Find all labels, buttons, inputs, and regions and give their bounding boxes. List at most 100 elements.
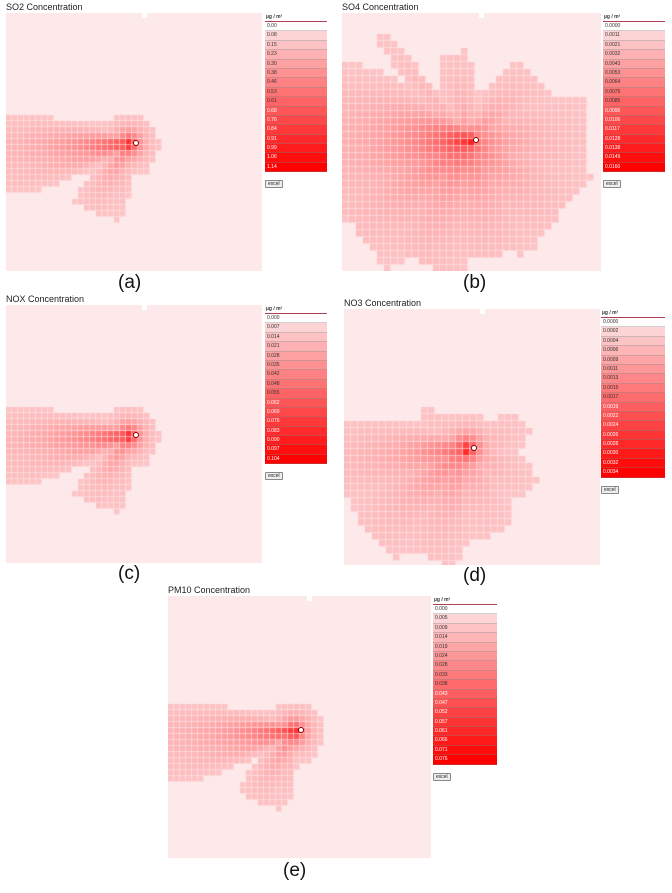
excel-button[interactable]: excel bbox=[603, 180, 621, 189]
legend-entry: 0.0000 bbox=[603, 22, 665, 32]
legend-entry: 0.000 bbox=[433, 605, 497, 615]
legend-entry: 0.055 bbox=[265, 389, 327, 399]
legend-entry: 0.097 bbox=[265, 445, 327, 455]
legend-entry: 0.46 bbox=[265, 78, 327, 88]
panel-b-title: SO4 Concentration bbox=[342, 2, 419, 12]
excel-button[interactable]: excel bbox=[433, 772, 451, 781]
legend-entry: 0.15 bbox=[265, 40, 327, 51]
legend-entry: 0.0117 bbox=[603, 125, 665, 135]
legend-entry: 0.061 bbox=[433, 727, 497, 737]
legend-entry: 0.000 bbox=[265, 314, 327, 324]
legend-entry: 0.104 bbox=[265, 454, 327, 465]
legend-entry: 0.0106 bbox=[603, 115, 665, 126]
top-marker bbox=[141, 13, 147, 18]
legend-entry: 0.066 bbox=[433, 736, 497, 746]
legend-entry: 0.0034 bbox=[601, 468, 665, 478]
concentration-grid bbox=[342, 13, 601, 271]
legend-entry: 0.0015 bbox=[601, 383, 665, 394]
legend-entry: 0.014 bbox=[265, 332, 327, 343]
legend-entry: 0.0043 bbox=[603, 59, 665, 69]
panel-b-map bbox=[342, 13, 601, 271]
legend-unit: µg / m³ bbox=[603, 13, 665, 22]
legend-unit: µg / m³ bbox=[265, 13, 327, 22]
panel-b-legend: µg / m³ 0.0000 0.0011 0.0021 0.0032 0.0043 0.0… bbox=[603, 13, 665, 190]
legend-entry: 0.0004 bbox=[601, 336, 665, 347]
panel-c-title: NOX Concentration bbox=[6, 294, 85, 304]
legend-entry: 0.033 bbox=[433, 670, 497, 681]
legend-entry: 0.052 bbox=[433, 708, 497, 718]
legend-entry: 0.99 bbox=[265, 144, 327, 154]
legend-entry: 0.0013 bbox=[601, 374, 665, 384]
panel-e-caption: (e) bbox=[283, 860, 307, 881]
legend-entry: 0.019 bbox=[433, 642, 497, 652]
legend-entry: 0.009 bbox=[433, 623, 497, 634]
legend-entry: 0.0053 bbox=[603, 68, 665, 79]
panel-a-caption: (a) bbox=[118, 272, 142, 293]
panel-c-legend: µg / m³ 0.000 0.007 0.014 0.021 0.028 0.035 0.0… bbox=[265, 305, 327, 482]
legend-entry: 0.0032 bbox=[601, 458, 665, 469]
legend-unit: µg / m³ bbox=[433, 596, 497, 605]
legend-entry: 0.021 bbox=[265, 342, 327, 352]
legend-entry: 0.0026 bbox=[601, 430, 665, 441]
legend-entry: 0.028 bbox=[265, 351, 327, 361]
legend-entry: 0.0011 bbox=[603, 31, 665, 41]
excel-button[interactable]: excel bbox=[601, 485, 619, 494]
legend-entry: 0.047 bbox=[433, 698, 497, 709]
legend-entry: 0.0006 bbox=[601, 346, 665, 356]
legend-entry: 0.024 bbox=[433, 651, 497, 662]
legend-entry: 0.007 bbox=[265, 323, 327, 333]
legend-entry: 0.0028 bbox=[601, 440, 665, 450]
legend-entry: 0.0009 bbox=[601, 355, 665, 365]
legend-entry: 0.0149 bbox=[603, 153, 665, 163]
source-marker bbox=[298, 727, 305, 734]
panel-b-caption: (b) bbox=[463, 272, 487, 293]
legend-entry: 0.076 bbox=[433, 755, 497, 765]
panel-e-title: PM10 Concentration bbox=[168, 585, 251, 595]
excel-button[interactable]: excel bbox=[265, 180, 283, 189]
legend-entry: 0.048 bbox=[265, 379, 327, 390]
legend-entry: 0.0021 bbox=[603, 40, 665, 51]
source-marker bbox=[132, 431, 139, 438]
panel-d-title: NO3 Concentration bbox=[344, 298, 422, 308]
legend-unit: µg / m³ bbox=[601, 309, 665, 318]
legend-entry: 0.0064 bbox=[603, 78, 665, 88]
legend-entry: 0.0030 bbox=[601, 449, 665, 459]
top-marker bbox=[479, 13, 485, 18]
legend-entry: 0.0019 bbox=[601, 402, 665, 412]
concentration-grid bbox=[168, 596, 431, 858]
legend-entry: 0.0000 bbox=[601, 318, 665, 328]
legend-entry: 0.0017 bbox=[601, 393, 665, 403]
panel-c-caption: (c) bbox=[118, 563, 141, 584]
panel-e-legend: µg / m³ 0.000 0.005 0.009 0.014 0.019 0.024 0.0… bbox=[433, 596, 497, 783]
panel-a-legend: µg / m³ 0.00 0.08 0.15 0.23 0.30 0.38 0.46 0.53 0… bbox=[265, 13, 327, 190]
source-marker bbox=[472, 137, 479, 143]
legend-entry: 0.083 bbox=[265, 426, 327, 437]
legend-entry: 0.0002 bbox=[601, 327, 665, 337]
excel-button[interactable]: excel bbox=[265, 472, 283, 481]
legend-entry: 0.30 bbox=[265, 59, 327, 69]
legend-entry: 0.0128 bbox=[603, 134, 665, 145]
legend-entry: 0.84 bbox=[265, 125, 327, 135]
panel-d-legend: µg / m³ 0.0000 0.0002 0.0004 0.0006 0.0009 0.0… bbox=[601, 309, 665, 496]
legend-entry: 0.090 bbox=[265, 436, 327, 446]
legend-entry: 0.23 bbox=[265, 50, 327, 60]
legend-entry: 1.06 bbox=[265, 153, 327, 163]
legend-entry: 0.014 bbox=[433, 633, 497, 643]
legend-entry: 0.00 bbox=[265, 22, 327, 32]
legend-entry: 1.14 bbox=[265, 162, 327, 173]
top-marker bbox=[141, 305, 147, 310]
legend-entry: 0.0138 bbox=[603, 144, 665, 154]
legend-entry: 0.0022 bbox=[601, 411, 665, 422]
legend-entry: 0.005 bbox=[433, 614, 497, 624]
legend-entry: 0.08 bbox=[265, 31, 327, 41]
top-marker bbox=[307, 596, 313, 601]
legend-entry: 0.071 bbox=[433, 745, 497, 756]
panel-a-map bbox=[6, 13, 262, 271]
source-marker bbox=[470, 444, 477, 451]
top-marker bbox=[479, 309, 485, 314]
legend-entry: 0.0085 bbox=[603, 97, 665, 107]
legend-entry: 0.042 bbox=[265, 370, 327, 380]
source-marker bbox=[132, 139, 139, 146]
legend-entry: 0.0024 bbox=[601, 421, 665, 431]
legend-entry: 0.0096 bbox=[603, 106, 665, 116]
